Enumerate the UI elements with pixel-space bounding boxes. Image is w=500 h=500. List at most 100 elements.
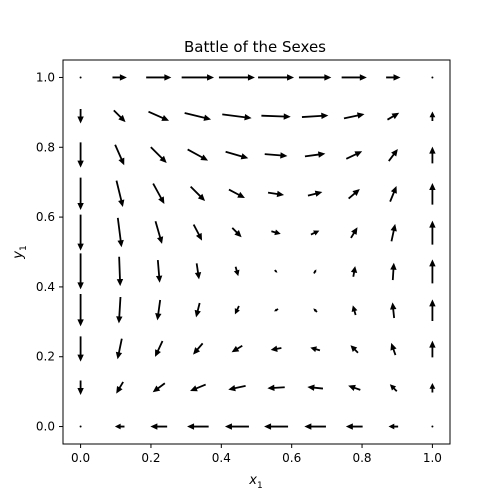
quiver-arrow — [261, 113, 291, 120]
quiver-arrow — [307, 384, 324, 391]
quiver-arrow — [271, 229, 281, 236]
quiver-arrow — [228, 385, 246, 392]
quiver-arrow — [116, 256, 124, 287]
quiver-arrow — [77, 109, 84, 124]
x-tick-label: 0.0 — [71, 451, 90, 465]
quiver-arrow — [190, 185, 206, 202]
quiver-arrow — [267, 384, 285, 392]
quiver-arrow — [116, 217, 124, 248]
quiver-arrow — [390, 223, 397, 242]
quiver-arrow — [388, 148, 398, 162]
quiver-arrow — [343, 112, 365, 120]
quiver-arrow — [146, 74, 172, 81]
quiver-arrow — [388, 423, 399, 430]
x-tick-label: 1.0 — [423, 451, 442, 465]
y-tick-label: 1.0 — [36, 70, 55, 84]
quiver-arrow — [429, 382, 436, 393]
quiver-arrow — [112, 74, 127, 81]
quiver-arrow — [155, 260, 163, 283]
quiver-arrow — [79, 76, 82, 79]
quiver-arrow — [218, 74, 255, 81]
quiver-arrow — [234, 305, 240, 315]
quiver-arrow — [155, 340, 164, 357]
quiver-arrow — [231, 227, 242, 238]
y-tick-label: 0.0 — [36, 420, 55, 434]
quiver-arrow — [264, 423, 289, 430]
quiver-arrow — [77, 142, 84, 168]
quiver-arrow — [190, 383, 206, 392]
quiver-arrow — [152, 382, 166, 393]
y-tick-label: 0.6 — [36, 210, 55, 224]
quiver-arrow — [304, 423, 326, 430]
quiver-arrow — [114, 423, 125, 430]
quiver-arrow — [148, 110, 170, 121]
quiver-arrow — [258, 74, 295, 81]
x-axis: 0.0 0.2 0.4 0.6 0.8 1.0 — [71, 444, 442, 465]
quiver-arrow — [348, 189, 360, 200]
quiver-arrow — [194, 263, 202, 280]
quiver-arrow — [77, 253, 84, 290]
y-axis: 0.0 0.2 0.4 0.6 0.8 1.0 — [36, 70, 63, 434]
quiver-arrow — [116, 296, 123, 324]
x-axis-label: x1 — [248, 473, 262, 491]
quiver-arrow — [307, 190, 323, 197]
quiver-arrow — [222, 113, 252, 121]
quiver-arrow — [350, 266, 358, 277]
quiver-arrow — [386, 74, 401, 81]
x-axis-label-base: x — [248, 473, 257, 488]
quiver-arrow — [192, 224, 203, 241]
quiver-arrow — [301, 112, 329, 120]
quiver-arrow — [194, 302, 201, 318]
quiver-arrow — [429, 259, 436, 284]
quiver-arrow — [389, 384, 398, 392]
quiver-arrow — [224, 423, 249, 430]
quiver-arrow — [389, 186, 397, 202]
x-tick-label: 0.4 — [212, 451, 231, 465]
quiver-arrow — [431, 76, 434, 79]
quiver-arrow — [429, 340, 436, 358]
quiver-arrow — [429, 220, 436, 245]
quiver-arrow — [429, 299, 436, 321]
quiver-arrow — [77, 177, 84, 211]
quiver-arrow — [429, 111, 436, 122]
quiver-arrow — [390, 342, 397, 356]
quiver-arrow — [150, 146, 167, 163]
quiver-arrow — [345, 151, 363, 160]
quiver-arrow — [345, 423, 363, 430]
quiver-arrow — [429, 183, 436, 205]
quiver-arrow — [267, 190, 285, 198]
quiver-arrow — [181, 74, 215, 81]
quiver-arrow — [304, 151, 326, 158]
quiver-arrow — [77, 380, 84, 395]
quiver-arrow — [390, 302, 397, 319]
x-tick-label: 0.2 — [141, 451, 160, 465]
quiver-arrow — [187, 423, 209, 430]
quiver-arrow — [431, 425, 434, 428]
quiver-arrow — [155, 299, 162, 321]
quiver-arrow — [152, 183, 165, 205]
y-tick-label: 0.4 — [36, 280, 55, 294]
quiver-arrow — [274, 269, 278, 273]
y-tick-label: 0.2 — [36, 350, 55, 364]
quiver-arrow — [351, 305, 358, 316]
quiver-arrow — [187, 148, 209, 161]
quiver-arrow — [298, 74, 332, 81]
quiver-arrow — [350, 345, 359, 354]
y-tick-label: 0.8 — [36, 140, 55, 154]
quiver-arrow — [274, 308, 279, 312]
plot-frame — [62, 59, 451, 445]
quiver-arrow — [228, 188, 245, 199]
quiver-arrow — [390, 262, 397, 281]
quiver-arrow — [113, 109, 126, 123]
x-axis-label-subscript: 1 — [257, 481, 263, 491]
quiver-arrow — [77, 293, 84, 327]
chart-title: Battle of the Sexes — [184, 38, 326, 56]
quiver-arrow — [154, 221, 164, 244]
quiver-arrow — [313, 308, 318, 313]
quiver-arrow — [77, 214, 84, 251]
y-axis-label-base: y — [11, 251, 26, 260]
quiver-arrow — [115, 180, 125, 208]
quiver-arrow — [231, 344, 243, 353]
